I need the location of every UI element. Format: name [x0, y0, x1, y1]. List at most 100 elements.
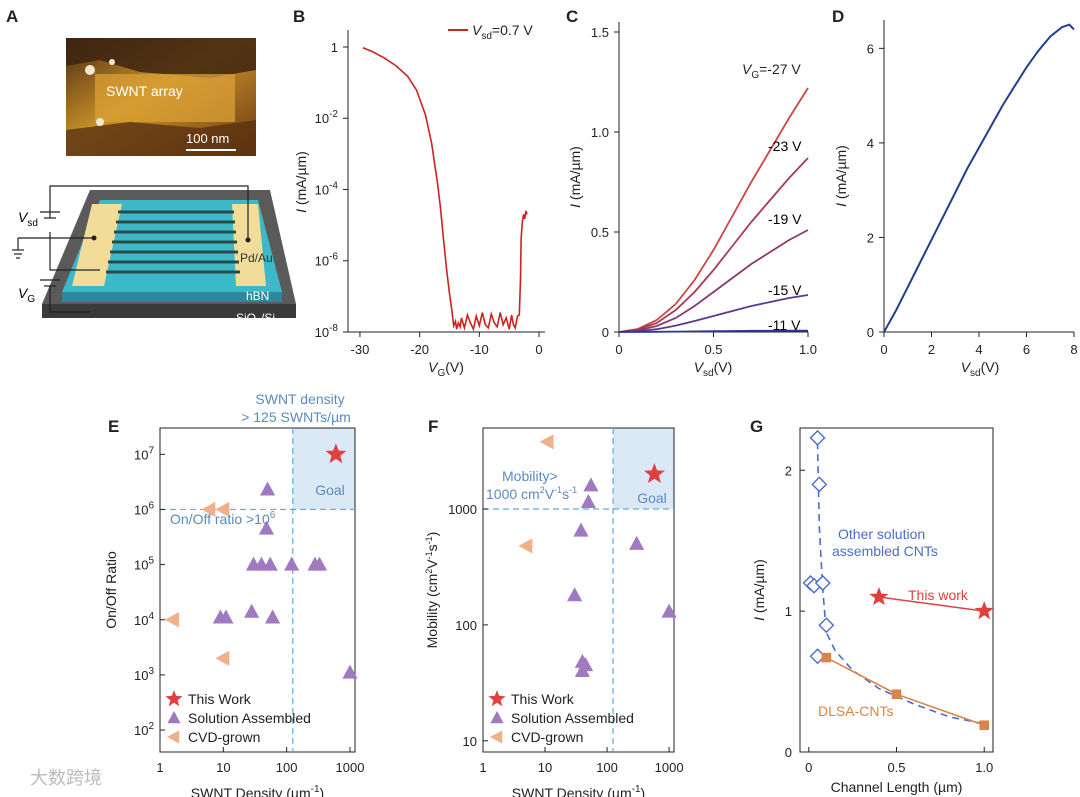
x-tick-label: 2	[928, 342, 935, 357]
x-tick-label: 8	[1070, 342, 1077, 357]
legend-label: Vsd=0.7 V	[472, 22, 533, 42]
y-axis-title: I (mA/µm)	[833, 145, 849, 207]
afm-label: SWNT array	[106, 83, 183, 99]
x-tick-label: 1000	[655, 760, 684, 775]
x-tick-label: 4	[975, 342, 982, 357]
y-tick-label: 104	[134, 611, 154, 628]
data-point-triangle-up	[580, 493, 596, 508]
y-tick-label: 0	[602, 325, 609, 340]
series-label-other: Other solution	[838, 526, 925, 542]
data-point-triangle-up	[573, 522, 589, 537]
y-tick-label: 10-6	[315, 252, 339, 269]
legend-label: Solution Assembled	[188, 710, 311, 726]
sio2-label: SiO2/Si	[236, 311, 275, 327]
data-point-triangle-up	[583, 477, 599, 492]
y-tick-label: 10-8	[315, 323, 339, 340]
data-point-triangle-up	[284, 556, 300, 571]
y-tick-label: 4	[867, 136, 874, 151]
density-annotation: SWNT density	[255, 391, 344, 407]
x-tick-label: 6	[1023, 342, 1030, 357]
x-tick-label: 10	[216, 760, 230, 775]
circuit-wires	[12, 185, 249, 313]
x-tick-label: -30	[351, 342, 370, 357]
series-label: -19 V	[768, 211, 802, 227]
source-electrode	[72, 204, 122, 286]
series-label: -15 V	[768, 282, 802, 298]
panel-label-g: G	[750, 417, 763, 436]
afm-swnt-band	[95, 74, 235, 122]
y-tick-label: 2	[785, 463, 792, 478]
this-work-line	[878, 596, 985, 612]
panel-c-plot: 0 0.5 1.0 0 0.5 1.0 1.5 VG=-27 V -23 V -19 V -15 V…	[567, 22, 817, 379]
plot-frame	[482, 427, 675, 753]
data-point-triangle-left	[518, 538, 533, 554]
data-point-diamond	[809, 429, 826, 446]
y-tick-label: 0	[867, 325, 874, 340]
panel-label-b: B	[293, 7, 305, 26]
output-curve	[618, 294, 809, 333]
x-axis-title: Vsd(V)	[961, 359, 1000, 379]
x-tick-label: 0.5	[887, 760, 905, 775]
x-tick-label: 100	[276, 760, 298, 775]
wire-node	[91, 235, 97, 241]
y-tick-label: 102	[134, 721, 154, 738]
pdau-label: Pd/Au	[240, 251, 273, 265]
output-curve	[618, 157, 809, 333]
panel-label-e: E	[108, 417, 119, 436]
panel-label-a: A	[6, 7, 18, 26]
x-tick-label: 1.0	[799, 342, 817, 357]
goal-region	[292, 428, 355, 510]
wire-node	[245, 237, 251, 243]
legend-label: This Work	[188, 691, 252, 707]
x-tick-label: 0	[880, 342, 887, 357]
series-label-other-2: assembled CNTs	[832, 543, 938, 559]
data-point-star	[325, 443, 347, 464]
data-point-square	[821, 652, 832, 663]
data-point-triangle-up	[258, 520, 275, 535]
data-point-star	[974, 601, 994, 620]
ratio-annotation: On/Off ratio >106	[170, 510, 276, 527]
y-tick-label: 0.5	[591, 225, 609, 240]
y-tick-label: 0	[785, 745, 792, 760]
y-tick-label: 10	[463, 734, 477, 749]
x-tick-label: -20	[410, 342, 429, 357]
data-point-triangle-up	[661, 603, 677, 618]
x-axis-title: SWNT Density (µm-1)	[191, 784, 324, 797]
data-point-triangle-left	[215, 650, 230, 666]
legend-marker	[490, 711, 504, 724]
x-tick-label: 1	[479, 760, 486, 775]
y-tick-label: 2	[867, 230, 874, 245]
drain-electrode	[232, 204, 266, 286]
watermark: 大数跨境	[30, 768, 102, 788]
vg-label: VG	[18, 285, 35, 305]
data-point-diamond	[811, 476, 828, 493]
legend-label: CVD-grown	[188, 729, 260, 745]
x-axis-title: VG(V)	[428, 359, 464, 379]
data-point-triangle-up	[311, 556, 328, 571]
data-point-star	[869, 587, 889, 606]
output-curve	[618, 229, 809, 333]
legend-marker	[167, 711, 181, 724]
x-axis-title: Vsd(V)	[694, 359, 733, 379]
panel-label-d: D	[832, 7, 844, 26]
y-tick-label: 1	[785, 604, 792, 619]
series-label: VG=-27 V	[742, 61, 801, 81]
scale-bar-label: 100 nm	[186, 131, 229, 146]
y-axis-title: I (mA/µm)	[751, 559, 767, 621]
other-cnt-trend-line	[816, 442, 985, 725]
y-axis-title: On/Off Ratio	[103, 551, 119, 629]
data-point-triangle-up	[218, 609, 234, 624]
data-point-diamond	[814, 574, 831, 591]
panel-e-plot: 1 10 100 1000 102 103 104 105 106 107 This Work Sol…	[103, 391, 364, 797]
y-tick-label: 10-2	[315, 109, 339, 126]
data-point-diamond	[818, 617, 835, 634]
y-tick-label: 103	[134, 666, 154, 683]
x-tick-label: -10	[470, 342, 489, 357]
y-tick-label: 107	[134, 445, 154, 462]
series-label-dlsa: DLSA-CNTs	[818, 703, 893, 719]
y-tick-label: 105	[134, 556, 154, 573]
x-tick-label: 1.0	[975, 760, 993, 775]
legend-label: This Work	[511, 691, 575, 707]
